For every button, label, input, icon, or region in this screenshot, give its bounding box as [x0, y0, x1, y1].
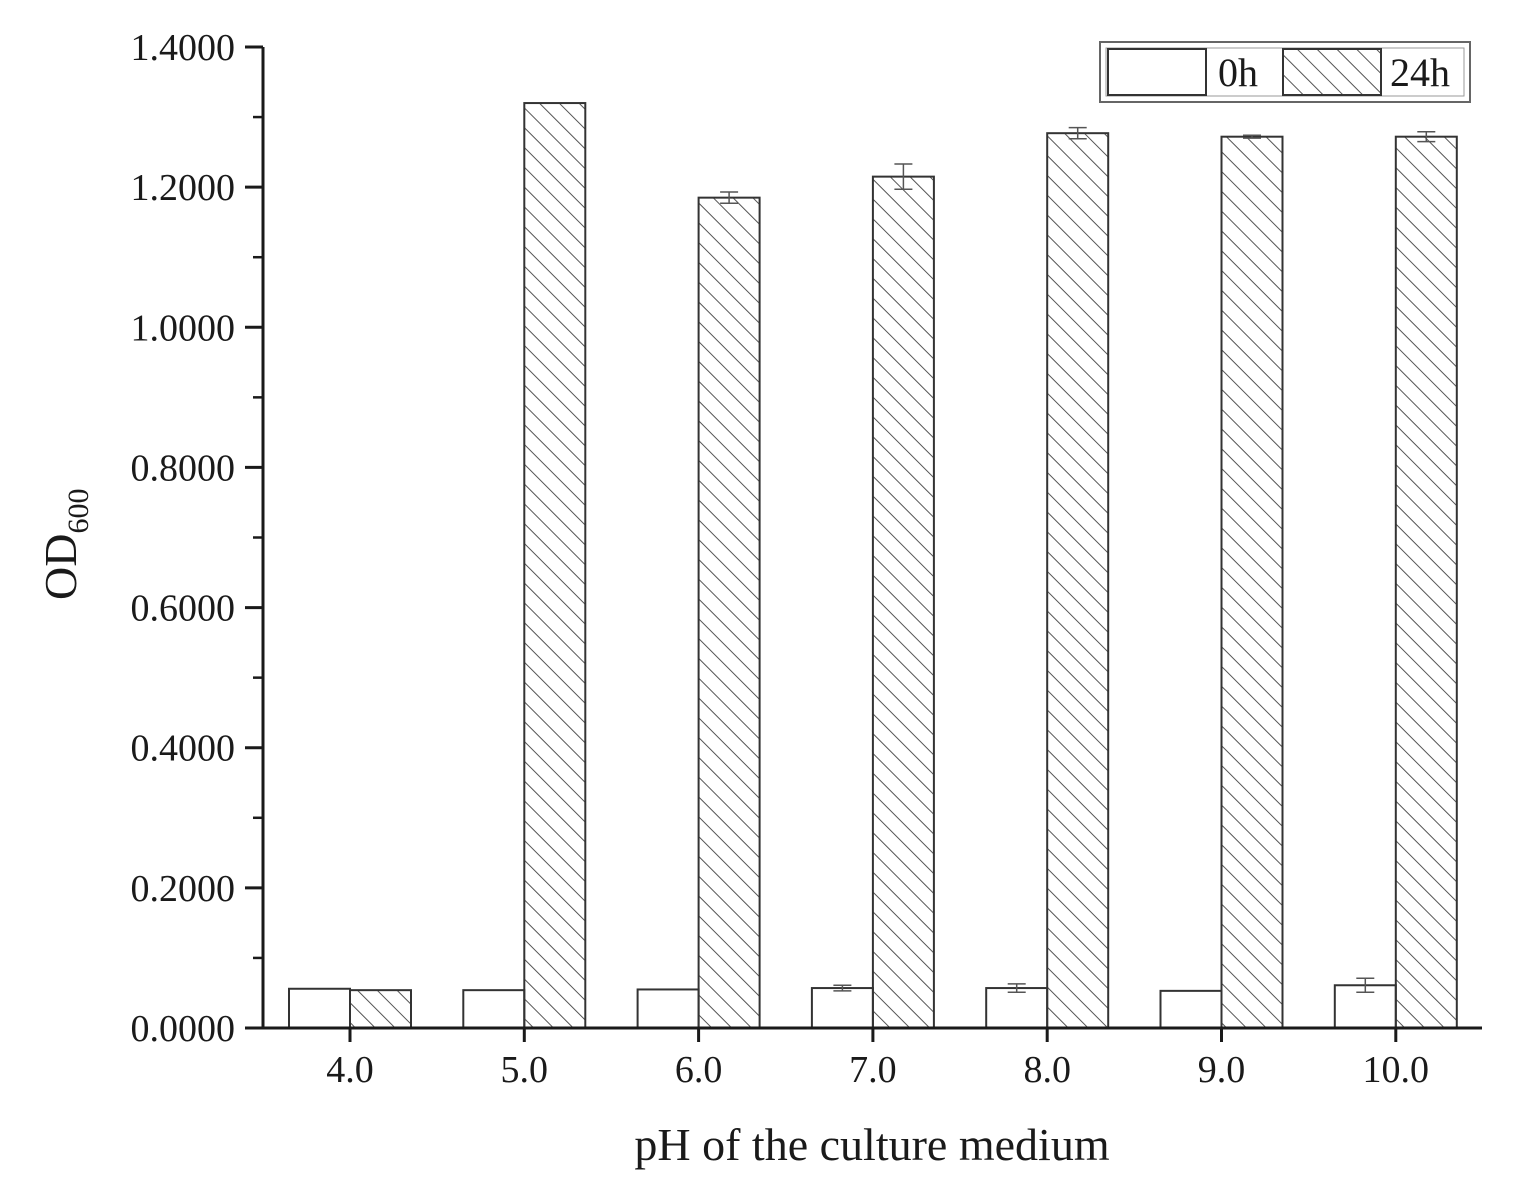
bar-0h-5.0: [462, 989, 526, 1030]
axes-layer: 0.0000 0.2000 0.4000 0.6000 0.8000 1.0000 1.20…: [131, 27, 1482, 1091]
y-tick-label: 0.4000: [131, 728, 236, 770]
y-tick-label: 1.2000: [131, 167, 236, 209]
bar-24h-4.0: [349, 989, 412, 1030]
legend-label-24h: 24h: [1390, 50, 1450, 95]
x-tick-label: 9.0: [1198, 1049, 1246, 1091]
y-tick-label: 1.4000: [131, 27, 236, 69]
x-tick-label: 7.0: [849, 1049, 897, 1091]
legend: 0h 24h: [1099, 41, 1471, 103]
bars-layer: [288, 102, 1458, 1030]
y-axis-title-main: OD: [35, 534, 86, 600]
bar-0h-9.0: [1159, 989, 1223, 1029]
bar-0h-6.0: [636, 988, 700, 1029]
y-tick-label: 0.8000: [131, 447, 236, 489]
x-tick-label: 4.0: [326, 1049, 374, 1091]
bar-0h-7.0: [810, 987, 874, 1029]
bar-24h-8.0: [1046, 132, 1110, 1029]
error-bar-0h-7.0: [833, 984, 852, 992]
y-axis-title-subscript: 600: [62, 489, 95, 534]
y-tick-label: 0.2000: [131, 868, 236, 910]
x-tick-label: 5.0: [501, 1049, 549, 1091]
error-bar-24h-10.0: [1417, 131, 1436, 143]
legend-swatch-24h: [1282, 48, 1382, 96]
y-tick-label: 0.6000: [131, 588, 236, 630]
error-bar-24h-9.0: [1243, 134, 1261, 139]
legend-swatch-0h: [1107, 48, 1207, 96]
bar-24h-6.0: [697, 196, 761, 1029]
y-axis-title: OD600: [35, 489, 95, 600]
y-tick-label: 0.0000: [131, 1008, 236, 1050]
x-tick-label: 8.0: [1023, 1049, 1071, 1091]
x-tick-label: 10.0: [1363, 1049, 1430, 1091]
bar-24h-7.0: [871, 175, 935, 1029]
error-bar-24h-8.0: [1068, 126, 1087, 140]
bar-24h-9.0: [1220, 135, 1284, 1030]
bar-0h-4.0: [288, 987, 351, 1030]
y-tick-label: 1.0000: [131, 307, 236, 349]
bar-24h-10.0: [1394, 135, 1458, 1030]
bar-24h-5.0: [523, 102, 587, 1030]
x-axis-title: pH of the culture medium: [634, 1119, 1109, 1170]
error-bar-24h-7.0: [894, 163, 913, 190]
error-bar-24h-6.0: [720, 191, 739, 205]
x-tick-label: 6.0: [675, 1049, 723, 1091]
error-bar-0h-8.0: [1007, 983, 1026, 994]
legend-label-0h: 0h: [1218, 50, 1258, 95]
bar-0h-8.0: [985, 987, 1049, 1029]
error-bar-0h-10.0: [1356, 977, 1375, 994]
axis-labels: pH of the culture medium OD600: [35, 489, 1110, 1170]
